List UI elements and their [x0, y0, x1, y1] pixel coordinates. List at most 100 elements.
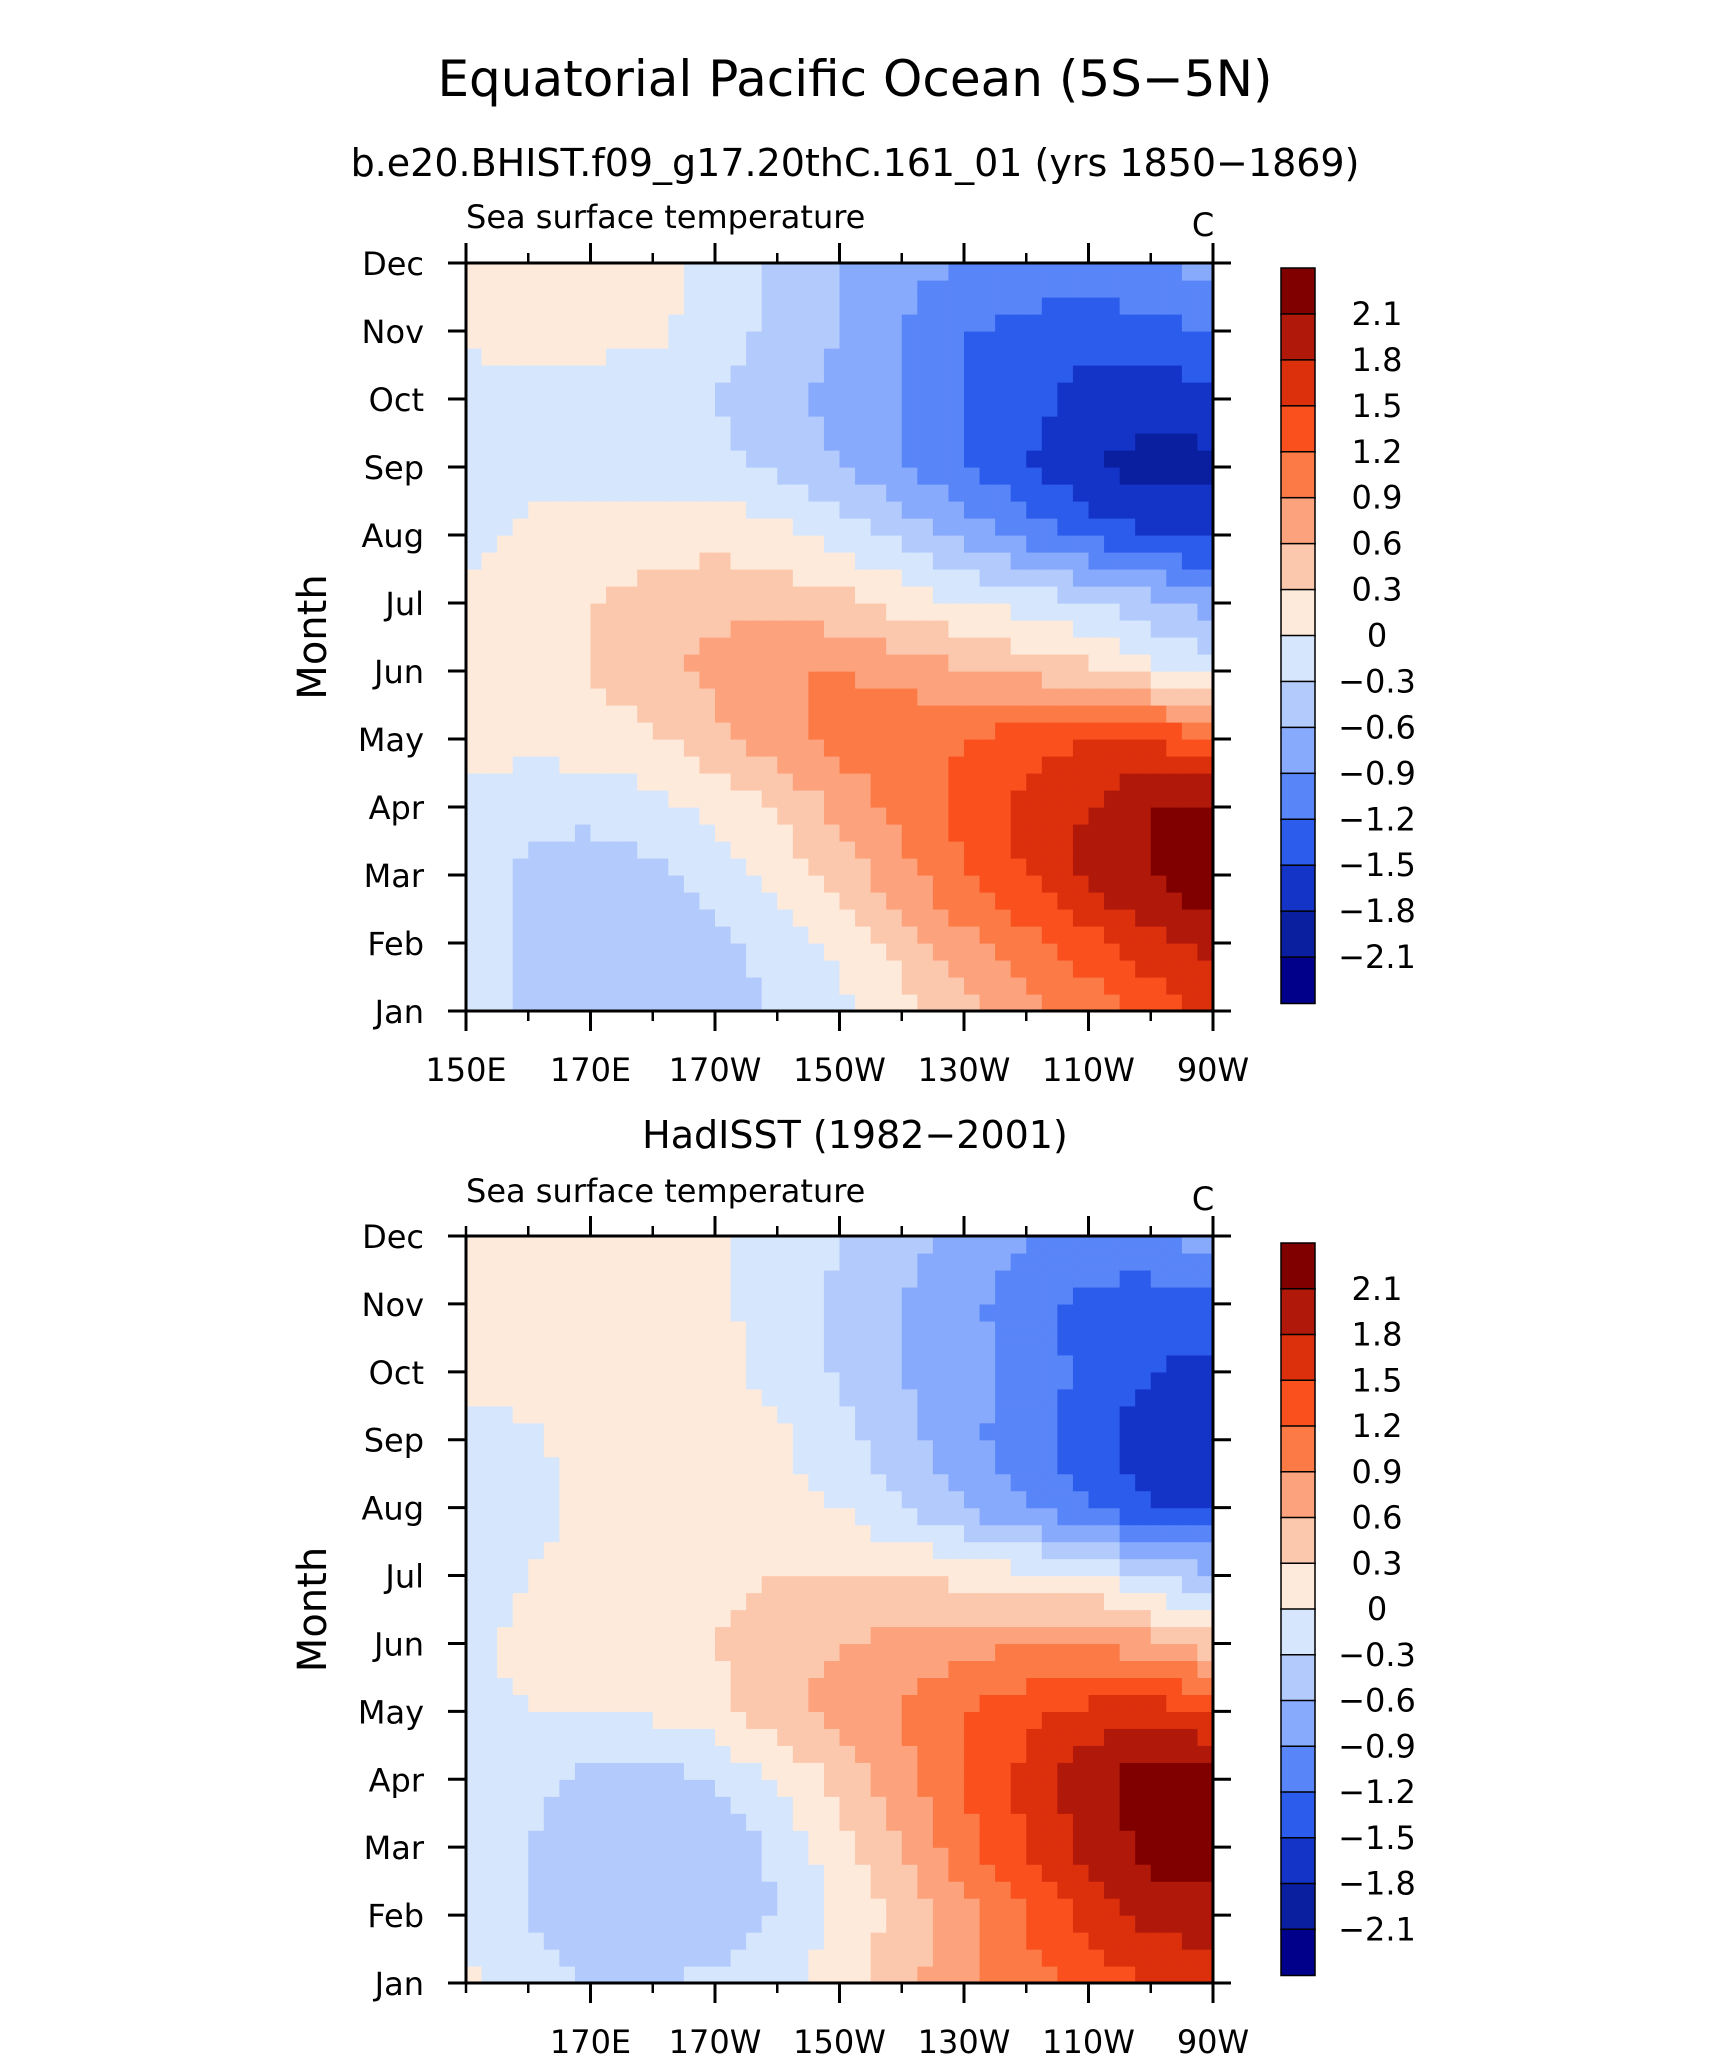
sst-cell	[481, 1762, 498, 1780]
sst-cell	[777, 688, 794, 706]
sst-cell	[1010, 1269, 1027, 1288]
sst-cell	[543, 1762, 560, 1780]
sst-cell	[1088, 926, 1105, 944]
sst-cell	[466, 892, 483, 910]
sst-cell	[683, 1303, 701, 1322]
sst-cell	[1197, 331, 1214, 349]
sst-cell	[1197, 1456, 1214, 1475]
sst-cell	[481, 501, 498, 519]
sst-cell	[932, 960, 950, 978]
sst-cell	[870, 280, 887, 298]
sst-cell	[855, 1677, 872, 1695]
sst-cell	[683, 280, 701, 298]
sst-cell	[574, 280, 592, 298]
sst-cell	[870, 858, 887, 876]
sst-cell	[574, 467, 592, 485]
sst-cell	[777, 399, 794, 417]
sst-cell	[528, 535, 545, 553]
sst-cell	[574, 1592, 592, 1611]
sst-cell	[683, 909, 701, 927]
sst-cell	[497, 1337, 514, 1356]
sst-cell	[1057, 1320, 1074, 1339]
sst-cell	[1150, 1847, 1167, 1865]
sst-cell	[668, 1354, 685, 1373]
sst-cell	[668, 1337, 685, 1356]
sst-cell	[590, 1966, 607, 1984]
sst-cell	[1135, 280, 1152, 298]
sst-cell	[637, 1236, 654, 1254]
sst-cell	[886, 1864, 903, 1882]
sst-cell	[1026, 1626, 1043, 1645]
sst-cell	[870, 1881, 887, 1899]
sst-cell	[917, 790, 934, 808]
sst-cell	[870, 1813, 887, 1831]
sst-cell	[466, 297, 483, 315]
sst-cell	[668, 467, 685, 485]
sst-cell	[948, 1371, 965, 1390]
sst-cell	[621, 1847, 638, 1865]
sst-cell	[1072, 1405, 1090, 1424]
sst-cell	[1181, 1813, 1199, 1831]
sst-cell	[823, 841, 841, 859]
sst-cell	[917, 756, 934, 774]
sst-cell	[917, 484, 934, 502]
sst-cell	[746, 467, 763, 485]
sst-cell	[808, 416, 825, 434]
sst-cell	[761, 1473, 778, 1492]
sst-cell	[917, 535, 934, 553]
sst-cell	[1135, 671, 1152, 689]
sst-cell	[574, 1507, 592, 1526]
sst-cell	[870, 654, 887, 672]
sst-cell	[637, 943, 654, 961]
sst-cell	[683, 314, 701, 332]
sst-cell	[1166, 1745, 1183, 1763]
sst-cell	[637, 773, 654, 791]
sst-cell	[637, 909, 654, 927]
sst-cell	[1119, 569, 1136, 587]
sst-cell	[901, 1609, 918, 1628]
sst-cell	[683, 1915, 701, 1933]
sst-cell	[683, 365, 701, 383]
sst-cell	[621, 654, 638, 672]
sst-cell	[1166, 790, 1183, 808]
sst-cell	[528, 1847, 545, 1865]
sst-cell	[683, 1847, 701, 1865]
sst-cell	[932, 1711, 950, 1729]
sst-cell	[808, 484, 825, 502]
sst-cell	[1197, 569, 1214, 587]
sst-cell	[1197, 1711, 1214, 1729]
sst-cell	[932, 1694, 950, 1712]
sst-cell	[964, 1575, 981, 1594]
sst-cell	[746, 1609, 763, 1628]
sst-cell	[1181, 1898, 1199, 1916]
sst-cell	[855, 484, 872, 502]
sst-cell	[886, 1320, 903, 1339]
sst-cell	[886, 943, 903, 961]
sst-cell	[683, 297, 701, 315]
sst-cell	[1150, 671, 1167, 689]
sst-cell	[1057, 824, 1074, 842]
sst-cell	[1150, 280, 1167, 298]
sst-cell	[1026, 1864, 1043, 1882]
sst-cell	[839, 1728, 856, 1746]
sst-cell	[761, 1354, 778, 1373]
sst-cell	[1072, 705, 1090, 723]
sst-cell	[948, 1507, 965, 1526]
sst-cell	[995, 1745, 1012, 1763]
sst-cell	[901, 1456, 918, 1475]
sst-cell	[855, 1592, 872, 1611]
sst-cell	[932, 1473, 950, 1492]
sst-cell	[932, 1490, 950, 1509]
sst-cell	[590, 1286, 607, 1305]
sst-cell	[574, 1354, 592, 1373]
sst-cell	[917, 1473, 934, 1492]
sst-cell	[1072, 501, 1090, 519]
sst-cell	[792, 1524, 809, 1543]
sst-cell	[870, 518, 887, 536]
sst-cell	[746, 1490, 763, 1509]
sst-cell	[886, 1915, 903, 1933]
sst-cell	[574, 1473, 592, 1492]
sst-cell	[761, 365, 778, 383]
sst-cell	[559, 1966, 576, 1984]
sst-cell	[590, 314, 607, 332]
